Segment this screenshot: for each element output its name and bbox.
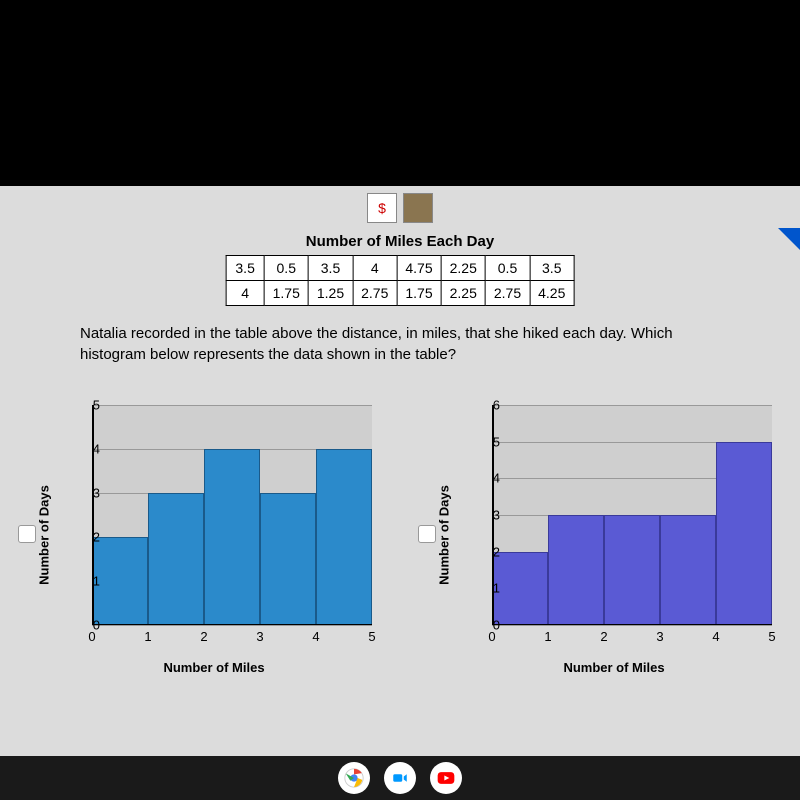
question-text: Natalia recorded in the table above the … xyxy=(80,323,720,365)
histogram-option-left: Number of Days Number of Miles 012345012… xyxy=(18,395,384,675)
plot-area-right xyxy=(492,405,772,625)
histogram-bar xyxy=(316,449,372,625)
y-axis-label: Number of Days xyxy=(37,485,52,585)
data-table: 3.50.53.544.752.250.53.5 41.751.252.751.… xyxy=(226,255,575,306)
x-tick-label: 1 xyxy=(144,629,151,644)
chrome-icon[interactable] xyxy=(338,762,370,794)
y-tick-label: 1 xyxy=(493,581,500,596)
grid-line xyxy=(492,405,772,406)
x-tick-label: 3 xyxy=(256,629,263,644)
table-row: 41.751.252.751.752.252.754.25 xyxy=(226,281,574,306)
y-tick-label: 1 xyxy=(93,574,100,589)
histogram-bar xyxy=(260,493,316,625)
plot-area-left xyxy=(92,405,372,625)
histogram-left: Number of Days Number of Miles 012345012… xyxy=(44,395,384,675)
histogram-bar xyxy=(660,515,716,625)
y-tick-label: 6 xyxy=(493,398,500,413)
x-axis-label: Number of Miles xyxy=(444,660,784,675)
x-tick-label: 2 xyxy=(600,629,607,644)
dollar-tool-button[interactable]: $ xyxy=(367,193,397,223)
table-row: 3.50.53.544.752.250.53.5 xyxy=(226,256,574,281)
grid-line xyxy=(92,405,372,406)
y-tick-label: 4 xyxy=(93,442,100,457)
color-tool-button[interactable] xyxy=(403,193,433,223)
x-tick-label: 5 xyxy=(768,629,775,644)
x-tick-label: 0 xyxy=(488,629,495,644)
taskbar xyxy=(0,756,800,800)
y-tick-label: 5 xyxy=(493,434,500,449)
grid-line xyxy=(92,625,372,626)
histogram-bar xyxy=(204,449,260,625)
x-tick-label: 2 xyxy=(200,629,207,644)
y-tick-label: 2 xyxy=(493,544,500,559)
x-axis-label: Number of Miles xyxy=(44,660,384,675)
x-tick-label: 4 xyxy=(312,629,319,644)
x-tick-label: 0 xyxy=(88,629,95,644)
x-tick-label: 1 xyxy=(544,629,551,644)
answer-checkbox-left[interactable] xyxy=(18,525,36,543)
y-tick-label: 5 xyxy=(93,398,100,413)
video-call-icon[interactable] xyxy=(384,762,416,794)
y-tick-label: 3 xyxy=(493,508,500,523)
histogram-bar xyxy=(604,515,660,625)
y-tick-label: 2 xyxy=(93,530,100,545)
histogram-bar xyxy=(92,537,148,625)
y-tick-label: 4 xyxy=(493,471,500,486)
x-tick-label: 4 xyxy=(712,629,719,644)
histogram-bar xyxy=(548,515,604,625)
x-tick-label: 5 xyxy=(368,629,375,644)
histogram-bar xyxy=(492,552,548,625)
histogram-option-right: Number of Days Number of Miles 012345601… xyxy=(418,395,784,675)
histogram-bar xyxy=(716,442,772,625)
histogram-bar xyxy=(148,493,204,625)
histogram-right: Number of Days Number of Miles 012345601… xyxy=(444,395,784,675)
answer-checkbox-right[interactable] xyxy=(418,525,436,543)
toolbar: $ xyxy=(0,188,800,228)
table-title: Number of Miles Each Day xyxy=(0,233,800,250)
x-tick-label: 3 xyxy=(656,629,663,644)
y-tick-label: 3 xyxy=(93,486,100,501)
y-axis-label: Number of Days xyxy=(437,485,452,585)
youtube-icon[interactable] xyxy=(430,762,462,794)
grid-line xyxy=(492,625,772,626)
